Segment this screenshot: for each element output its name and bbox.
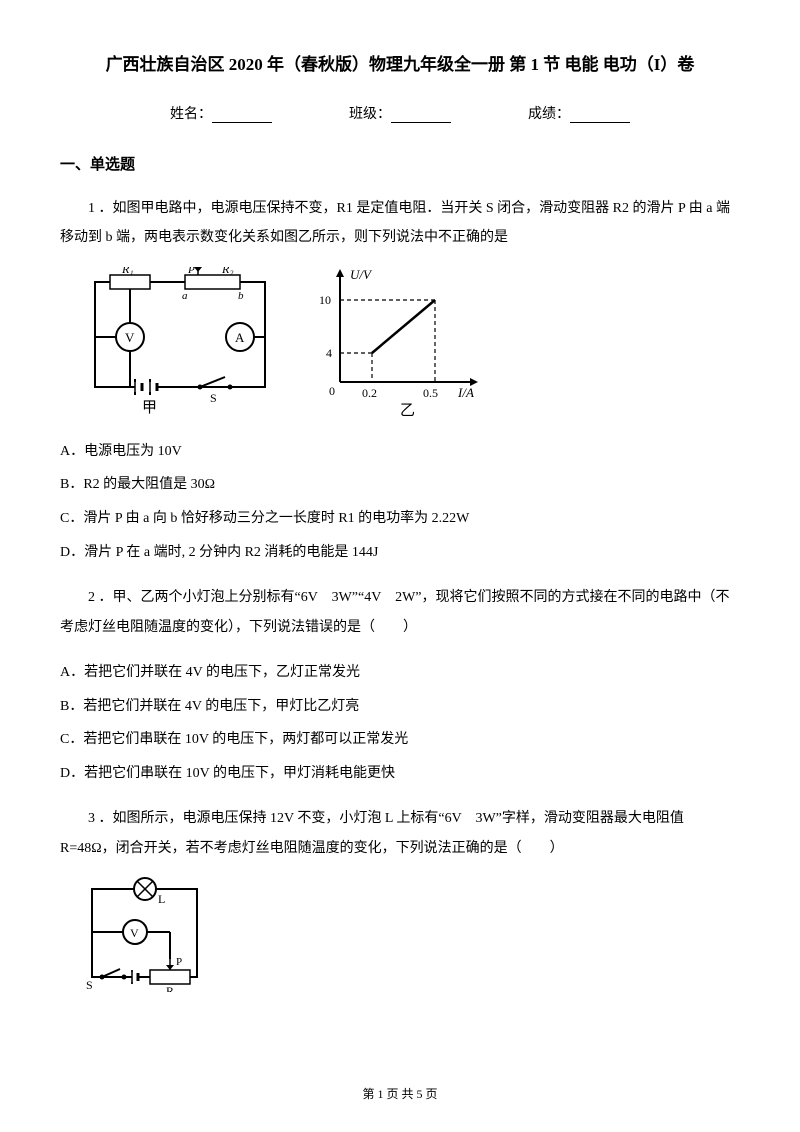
score-label: 成绩：: [528, 107, 570, 122]
p-label: P: [187, 267, 195, 276]
q1-body: 如图甲电路中，电源电压保持不变，R1 是定值电阻．当开关 S 闭合，滑动变阻器 …: [60, 201, 730, 245]
q1-b: B．R2 的最大阻值是 30Ω: [60, 468, 740, 502]
y4: 4: [326, 346, 332, 360]
q2-b: B．若把它们并联在 4V 的电压下，甲灯比乙灯亮: [60, 690, 740, 724]
r3-label: R: [166, 984, 174, 992]
a-meter-label: A: [235, 330, 245, 345]
x05: 0.5: [423, 386, 438, 400]
page-footer: 第 1 页 共 5 页: [0, 1085, 800, 1102]
page-title: 广西壮族自治区 2020 年（春秋版）物理九年级全一册 第 1 节 电能 电功（…: [60, 50, 740, 75]
q2-body: 甲、乙两个小灯泡上分别标有“6V 3W”“4V 2W”，现将它们按照不同的方式接…: [60, 590, 730, 634]
score-blank: [570, 109, 630, 123]
v-label: V: [125, 330, 135, 345]
s-label: S: [210, 391, 217, 405]
info-line: 姓名： 班级： 成绩：: [60, 103, 740, 123]
v3-label: V: [130, 926, 139, 940]
x02: 0.2: [362, 386, 377, 400]
origin: 0: [329, 384, 335, 398]
q2-c: C．若把它们串联在 10V 的电压下，两灯都可以正常发光: [60, 723, 740, 757]
q2-options: A．若把它们并联在 4V 的电压下，乙灯正常发光 B．若把它们并联在 4V 的电…: [60, 656, 740, 790]
circuit-diagram-1: R₁ a b P R₂ V A: [80, 267, 280, 417]
q2-a: A．若把它们并联在 4V 的电压下，乙灯正常发光: [60, 656, 740, 690]
class-blank: [391, 109, 451, 123]
q1-figures: R₁ a b P R₂ V A: [80, 267, 740, 417]
ylabel: U/V: [350, 267, 373, 282]
xlabel: I/A: [457, 385, 474, 400]
q3-body: 如图所示，电源电压保持 12V 不变，小灯泡 L 上标有“6V 3W”字样，滑动…: [60, 811, 684, 855]
q1-c: C．滑片 P 由 a 向 b 恰好移动三分之一长度时 R1 的电功率为 2.22…: [60, 502, 740, 536]
q3-figure: L V S P R: [80, 877, 740, 992]
q2-d: D．若把它们串联在 10V 的电压下，甲灯消耗电能更快: [60, 757, 740, 791]
graph-cap: 乙: [400, 403, 415, 417]
name-blank: [212, 109, 272, 123]
l-label: L: [158, 892, 165, 906]
q1-a: A．电源电压为 10V: [60, 435, 740, 469]
section-header: 一、单选题: [60, 153, 740, 174]
y10: 10: [319, 293, 331, 307]
q1-options: A．电源电压为 10V B．R2 的最大阻值是 30Ω C．滑片 P 由 a 向…: [60, 435, 740, 569]
r1-label: R₁: [121, 267, 134, 276]
q3-text: 3 ．如图所示，电源电压保持 12V 不变，小灯泡 L 上标有“6V 3W”字样…: [60, 804, 740, 863]
class-label: 班级：: [349, 107, 391, 122]
p3-label: P: [176, 956, 182, 968]
q1-d: D．滑片 P 在 a 端时, 2 分钟内 R2 消耗的电能是 144J: [60, 536, 740, 570]
a-label: a: [182, 290, 188, 302]
circuit-diagram-3: L V S P R: [80, 877, 210, 992]
q2-num: 2 ．: [88, 590, 113, 605]
s3-label: S: [86, 978, 93, 992]
q3-num: 3 ．: [88, 811, 113, 826]
circuit-cap: 甲: [142, 400, 157, 416]
graph-diagram-1: U/V I/A 10 4 0 0.2 0.5 乙: [310, 267, 485, 417]
name-label: 姓名：: [170, 107, 212, 122]
q2-text: 2 ．甲、乙两个小灯泡上分别标有“6V 3W”“4V 2W”，现将它们按照不同的…: [60, 583, 740, 642]
r2-label: R₂: [221, 267, 234, 276]
q1-num: 1 ．: [88, 201, 113, 216]
q1-text: 1 ．如图甲电路中，电源电压保持不变，R1 是定值电阻．当开关 S 闭合，滑动变…: [60, 194, 740, 253]
